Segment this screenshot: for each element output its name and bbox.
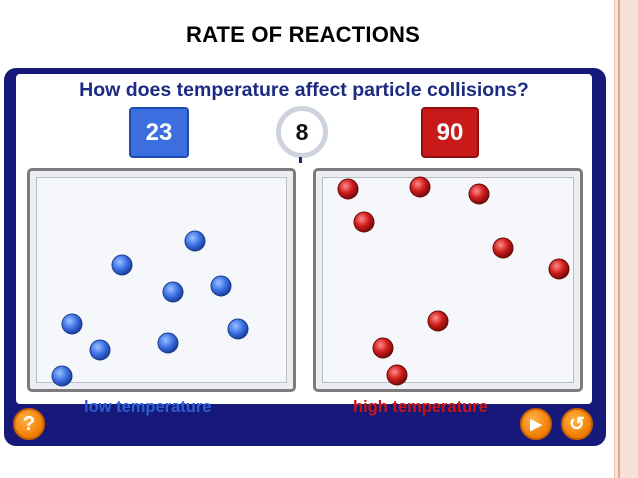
low-temperature-display: 23: [129, 107, 189, 158]
reset-button[interactable]: ↺: [561, 408, 593, 440]
slide-title: RATE OF REACTIONS: [186, 22, 420, 47]
slide-edge-line: [618, 0, 620, 478]
low-temperature-label: low temperature: [84, 398, 212, 416]
play-icon: ▶: [530, 416, 542, 433]
high-temperature-label: high temperature: [353, 398, 488, 416]
question-icon: ?: [22, 412, 36, 435]
high-temperature-display: 90: [421, 107, 479, 158]
timer-tick-mark: [299, 157, 302, 163]
reset-icon: ↺: [569, 413, 585, 435]
timer-display: 8: [276, 106, 328, 158]
high-temperature-container: [313, 168, 583, 392]
low-temperature-container: [27, 168, 296, 392]
play-button[interactable]: ▶: [520, 408, 552, 440]
help-button[interactable]: ?: [13, 408, 45, 440]
high-container-inner: [322, 177, 574, 383]
low-container-inner: [36, 177, 287, 383]
question-heading: How does temperature affect particle col…: [79, 79, 529, 101]
